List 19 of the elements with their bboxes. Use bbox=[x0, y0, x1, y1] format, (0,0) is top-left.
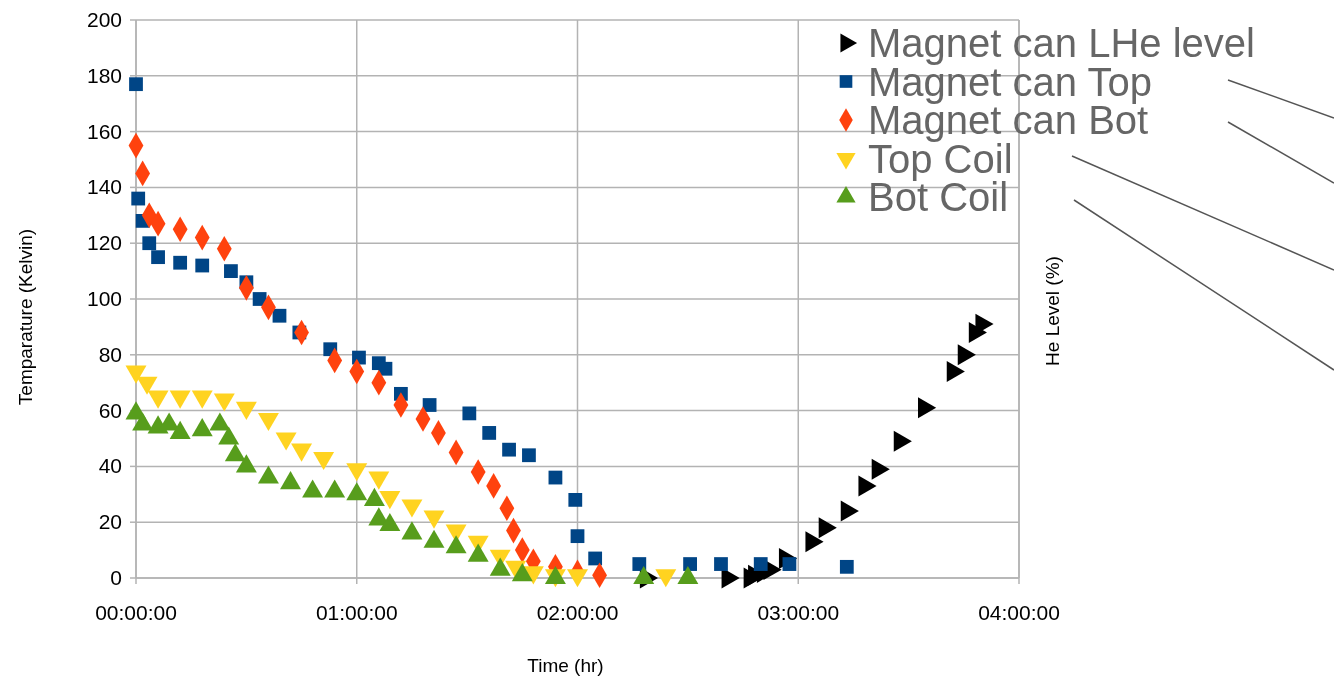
y-tick-label: 200 bbox=[86, 8, 122, 31]
x-tick-label: 00:00:00 bbox=[95, 601, 177, 624]
y-axis-title: Temparature (Kelvin) bbox=[15, 228, 36, 406]
y2-axis-title: He Level (%) bbox=[1042, 256, 1063, 366]
y-tick-label: 40 bbox=[98, 454, 122, 478]
x-axis-title: Time (hr) bbox=[527, 655, 604, 676]
y-tick-label: 20 bbox=[98, 510, 122, 534]
x-tick-label: 03:00:00 bbox=[757, 601, 840, 624]
y-tick-label: 60 bbox=[98, 398, 122, 422]
y-tick-label: 100 bbox=[86, 287, 122, 310]
x-tick-label: 02:00:00 bbox=[536, 601, 619, 624]
y-tick-label: 80 bbox=[98, 342, 122, 366]
y-tick-label: 120 bbox=[86, 231, 122, 255]
y-tick-label: 180 bbox=[86, 63, 122, 87]
x-tick-label: 01:00:00 bbox=[315, 601, 398, 624]
x-tick-label: 04:00:00 bbox=[978, 601, 1060, 624]
y-tick-label: 140 bbox=[86, 175, 122, 199]
y-tick-label: 160 bbox=[86, 119, 122, 143]
y-tick-label: 0 bbox=[110, 566, 122, 589]
